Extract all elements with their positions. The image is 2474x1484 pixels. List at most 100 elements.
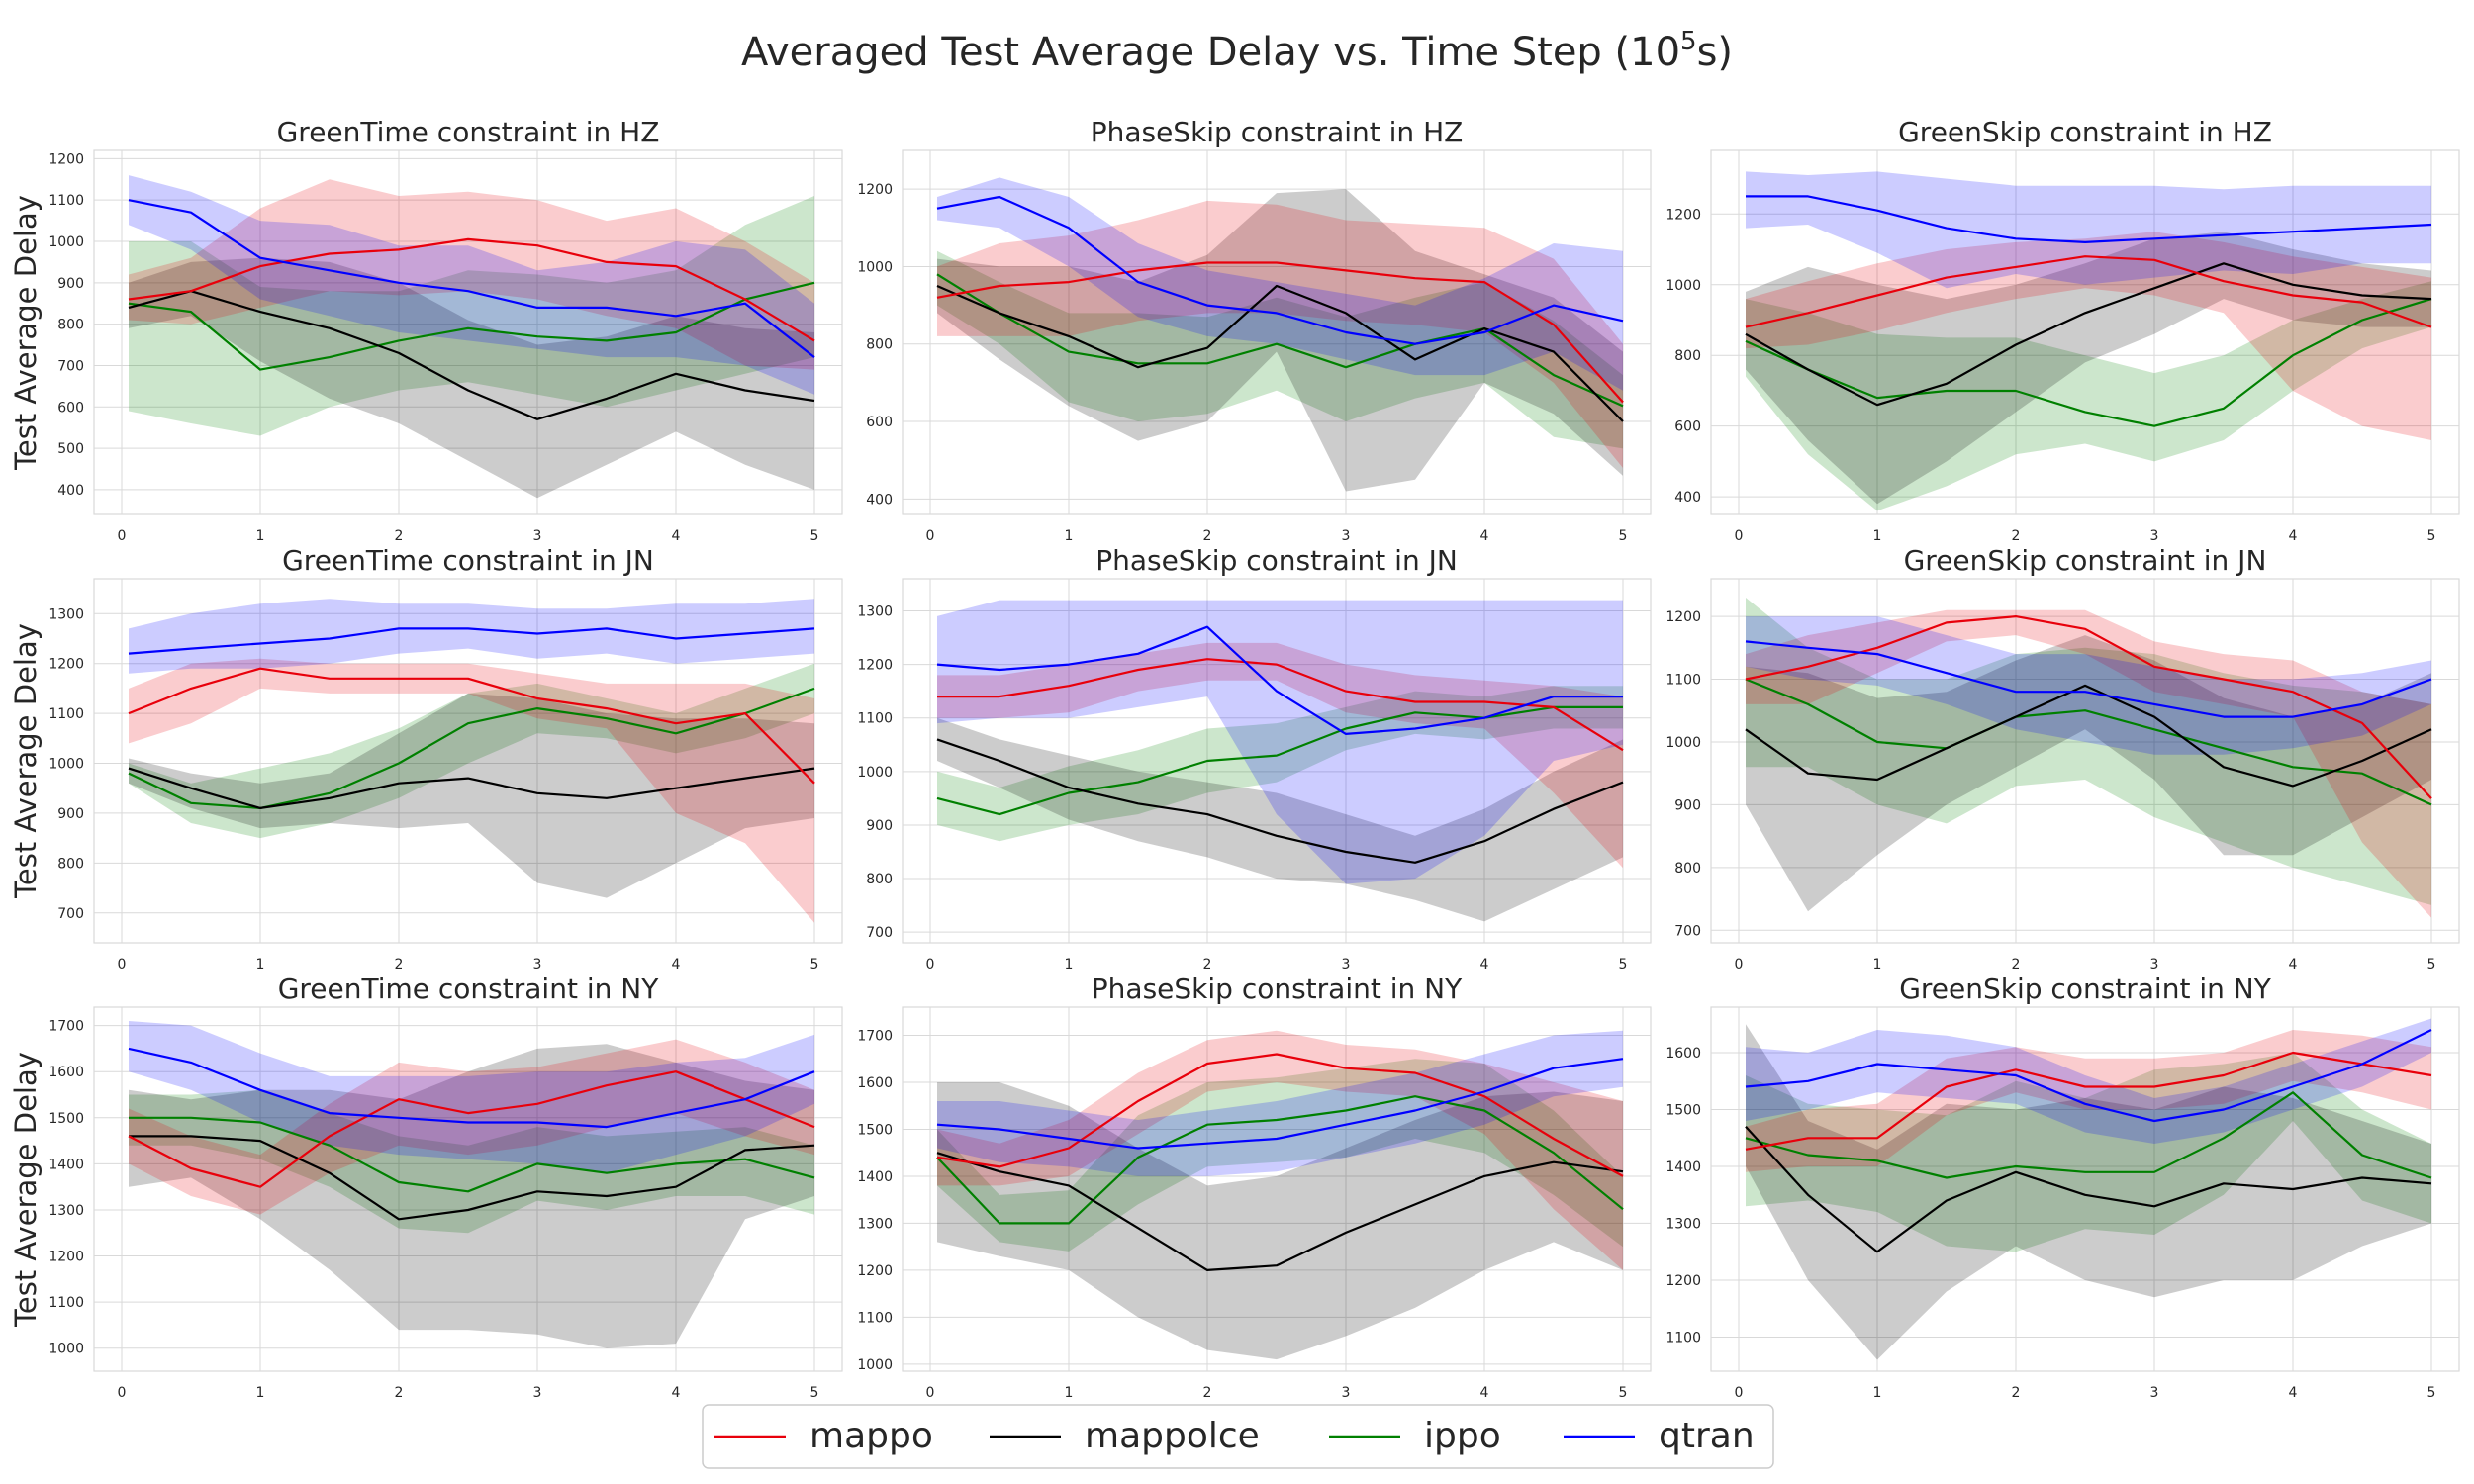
y-tick-label: 800 [1674,348,1701,364]
mappolce-confidence-band [1746,1024,2431,1360]
plot-area [93,578,843,944]
mappo-confidence-band [1746,232,2431,440]
x-tick-label: 2 [1203,528,1212,544]
qtran-confidence-band [937,600,1623,884]
legend-box [702,1404,1774,1469]
ippo-confidence-band [129,663,814,839]
y-tick-label: 1000 [857,765,893,781]
x-tick-label: 5 [1619,1385,1628,1401]
y-tick-label: 1000 [48,234,84,250]
y-tick-label: 1500 [857,1122,893,1138]
x-tick-label: 2 [1203,957,1212,973]
qtran-confidence-band [1746,1018,2431,1144]
x-tick-label: 1 [256,1385,265,1401]
y-tick-label: 1000 [1665,735,1701,751]
y-tick-label: 400 [1674,490,1701,506]
x-tick-label: 4 [672,957,681,973]
series-group [128,1021,815,1348]
ippo-line [128,281,815,371]
x-tick-label: 2 [2012,528,2021,544]
ippo-line [936,1095,1624,1225]
x-tick-label: 0 [926,1385,935,1401]
y-tick-label: 700 [866,925,893,941]
subplot: 0 1 2 3 4 5 700 800 900 1000 1100 1200 GreenSkip con… [1665,544,2460,973]
subplot: 0 1 2 3 4 5 1000 1100 1200 1300 1400 1500 1600 1700 Gr… [9,973,843,1401]
mappo-line [937,658,1624,752]
y-tick-label: 700 [57,358,84,374]
y-tick-label: 600 [1674,419,1701,435]
ippo-confidence-band [1746,281,2431,511]
x-tick-label: 4 [2289,957,2298,973]
mappo-line [1745,614,2432,799]
subplot: 0 1 2 3 4 5 400 500 600 700 800 900 1000 1100 1200 Gree… [9,116,843,544]
mappolce-confidence-band [937,717,1623,922]
plot-area [1710,578,2460,944]
x-tick-label: 3 [2150,1385,2159,1401]
mappo-line [128,667,815,785]
ippo-confidence-band [937,1059,1623,1252]
x-tick-label: 4 [2289,528,2298,544]
y-tick-label: 1100 [1665,673,1701,689]
x-tick-label: 1 [1065,528,1074,544]
y-tick-label: 400 [57,483,84,499]
x-tick-label: 1 [1065,1385,1074,1401]
y-tick-label: 800 [866,872,893,887]
ippo-confidence-band [129,1089,814,1234]
x-tick-label: 3 [1342,528,1351,544]
mappo-confidence-band [1746,609,2431,918]
y-tick-label: 700 [57,906,84,922]
qtran-line [1745,640,2432,718]
ippo-line [1745,298,2432,427]
y-tick-label: 1500 [1665,1103,1701,1119]
y-tick-label: 1300 [48,606,84,622]
x-tick-label: 0 [1735,957,1744,973]
y-tick-label: 1400 [1665,1159,1701,1175]
qtran-line [128,1047,815,1129]
x-tick-label: 1 [1065,957,1074,973]
mappolce-line [1745,262,2432,407]
mappolce-line [1745,684,2432,788]
x-tick-label: 1 [1873,1385,1882,1401]
y-axis-label: Test Average Delay [9,1052,43,1328]
y-tick-label: 1200 [857,182,893,198]
subplot-title: PhaseSkip constraint in HZ [1091,116,1464,148]
x-tick-label: 3 [1342,1385,1351,1401]
x-tick-label: 0 [118,1385,127,1401]
subplot: 0 1 2 3 4 5 400 600 800 1000 1200 GreenSkip constra… [1665,116,2460,544]
mappo-line [936,261,1624,404]
subplot: 0 1 2 3 4 5 700 800 900 1000 1100 1200 1300 GreenTime… [9,544,843,973]
subplot-title: PhaseSkip constraint in JN [1095,544,1458,577]
series-group [936,177,1624,492]
ippo-confidence-band [129,196,814,436]
mappolce-line [1745,1126,2432,1253]
y-tick-label: 800 [1674,861,1701,877]
x-tick-label: 2 [2012,957,2021,973]
ippo-confidence-band [937,250,1623,449]
x-tick-label: 0 [118,528,127,544]
x-tick-label: 3 [533,528,542,544]
mappo-confidence-band [937,200,1623,468]
plot-area [902,1006,1652,1372]
x-tick-label: 2 [395,528,404,544]
ippo-confidence-band [1746,1053,2431,1252]
y-tick-label: 1100 [857,1310,893,1326]
ippo-confidence-band [1746,598,2431,905]
y-tick-label: 700 [1674,923,1701,939]
y-tick-label: 900 [57,806,84,822]
y-tick-label: 500 [57,441,84,457]
qtran-line [128,627,815,655]
x-tick-label: 0 [926,957,935,973]
mappolce-line [128,767,815,810]
y-tick-label: 1100 [857,711,893,727]
y-tick-label: 1000 [48,1342,84,1357]
y-tick-label: 600 [866,415,893,430]
mappolce-confidence-band [129,693,814,898]
mappolce-confidence-band [937,1082,1623,1360]
series-group [128,175,815,499]
mappolce-confidence-band [129,257,814,499]
mappolce-line [128,290,815,420]
y-tick-label: 1600 [1665,1046,1701,1062]
x-tick-label: 5 [1619,528,1628,544]
plot-area [93,149,843,515]
legend-item-ippo: ippo [1329,1416,1501,1456]
